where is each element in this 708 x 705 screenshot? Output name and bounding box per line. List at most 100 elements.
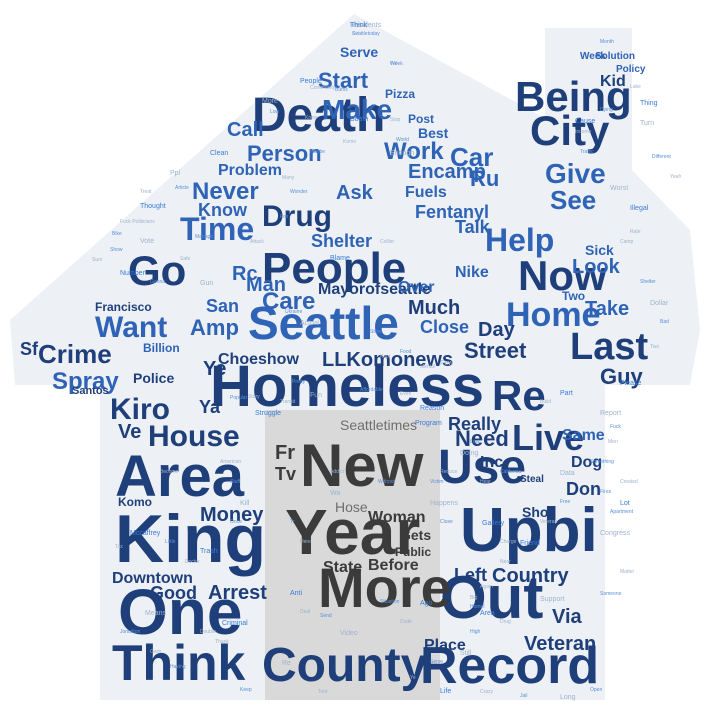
word-small: Manage: [195, 234, 214, 240]
word-small: Reason: [420, 405, 445, 412]
word-small: Gallery: [482, 520, 505, 527]
word-small: Stop: [390, 117, 401, 123]
house-silhouette: [10, 14, 700, 700]
word-small: Illegal: [630, 205, 649, 212]
word-small: Dying: [600, 107, 613, 113]
word-use: Use: [438, 441, 527, 494]
word-small: Show: [110, 247, 123, 253]
word-small: Seattletoday: [352, 31, 380, 37]
word-need: Need: [455, 426, 509, 451]
word-small: Report: [600, 410, 622, 417]
word-never: Never: [192, 178, 259, 205]
word-know: Know: [198, 200, 247, 220]
word-small: Re: [282, 660, 291, 667]
word-small: Jontalton: [120, 629, 141, 635]
word-small: Doing: [460, 450, 479, 457]
word-steal: Steal: [520, 474, 544, 485]
word-small: Ppl: [170, 170, 181, 177]
word-arrest: Arrest: [208, 582, 267, 604]
word-nike: Nike: [455, 264, 489, 281]
word-small: Mccaffrey: [130, 530, 161, 537]
word-small: Become: [160, 469, 179, 475]
word-good: Good: [150, 583, 197, 603]
word-small: Deal: [300, 609, 311, 615]
word-small: Having: [170, 664, 186, 670]
word-small: Knew: [305, 115, 318, 121]
word-small: Sure: [92, 257, 103, 263]
word-small: Ukraine: [285, 309, 303, 315]
word-small: Long: [560, 694, 576, 701]
word-rc: Rc: [232, 263, 258, 285]
word-fuels: Fuels: [405, 184, 447, 201]
word-small: Criminal: [222, 620, 248, 627]
word-small: Blame: [330, 255, 350, 262]
word-small: Camp: [620, 239, 634, 245]
word-death: Death: [252, 89, 386, 142]
word-sf: Sf: [20, 339, 38, 359]
word-small: Free: [560, 499, 571, 505]
word-small: Tax: [115, 544, 123, 550]
word-time: Time: [180, 211, 255, 247]
word-drug: Drug: [262, 200, 332, 233]
word-new: New: [300, 432, 424, 499]
word-small: Community: [310, 85, 336, 91]
word-small: Someone: [600, 591, 622, 597]
word-tv: Tv: [275, 464, 297, 484]
word-over: Over: [398, 279, 435, 296]
word-care: Care: [262, 288, 316, 315]
word-small: Send: [320, 613, 332, 619]
word-think: Think: [112, 635, 246, 691]
word-small: Fun: [310, 392, 323, 399]
word-small: Area: [480, 610, 495, 617]
word-ya: Ya: [199, 397, 221, 417]
word-take: Take: [585, 298, 630, 320]
word-small: Two: [650, 344, 660, 350]
door-panel: [265, 410, 440, 700]
word-small: Fuck Politicians: [120, 219, 155, 225]
word-dog: Dog: [571, 454, 603, 471]
word-small: Dude: [400, 619, 412, 625]
word-state: State: [323, 559, 363, 576]
word-inc: Inc: [480, 454, 504, 471]
word-money: Money: [200, 504, 264, 526]
word-small: Worst: [610, 185, 629, 192]
word-fr: Fr: [275, 442, 295, 464]
word-see: See: [550, 185, 597, 215]
word-small: Story: [248, 394, 260, 400]
word-small: Many: [282, 175, 295, 181]
word-street: Street: [464, 338, 527, 363]
word-gets: Gets: [400, 527, 432, 543]
word-small: Once: [230, 519, 242, 525]
word-small: Fires: [600, 489, 612, 495]
word-small: Low: [270, 109, 280, 115]
word-woman: Woman: [368, 509, 426, 526]
word-live: Live: [512, 417, 585, 458]
word-mayorofseattle: Mayorofseattle: [318, 281, 431, 298]
word-small: Ago: [420, 600, 433, 607]
word-small: Doctor: [185, 559, 200, 565]
word-being: Being: [515, 73, 632, 120]
word-talk: Talk: [455, 217, 490, 237]
word-person: Person: [247, 141, 322, 166]
word-small: Different: [652, 154, 671, 160]
word-small: Means: [145, 610, 167, 617]
word-small: Kept: [380, 354, 391, 360]
word-small: Month: [600, 39, 614, 45]
word-want: Want: [95, 311, 168, 344]
word-small: Video: [340, 630, 358, 637]
word-small: Struggle: [255, 410, 282, 417]
word-now: Now: [518, 252, 607, 299]
word-serve: Serve: [340, 44, 379, 60]
word-small: Pretty: [292, 379, 306, 385]
word-small: Vote: [140, 238, 155, 245]
word-small: Keep: [240, 687, 252, 693]
word-small: Residents: [350, 22, 382, 29]
word-small: Income: [575, 129, 592, 135]
word-small: Program: [415, 420, 442, 427]
word-call: Call: [227, 119, 264, 141]
word-home: Home: [506, 296, 601, 334]
word-homeless: Homeless: [210, 354, 485, 419]
word-close: Close: [420, 317, 470, 337]
word-small: Matter: [620, 569, 635, 575]
